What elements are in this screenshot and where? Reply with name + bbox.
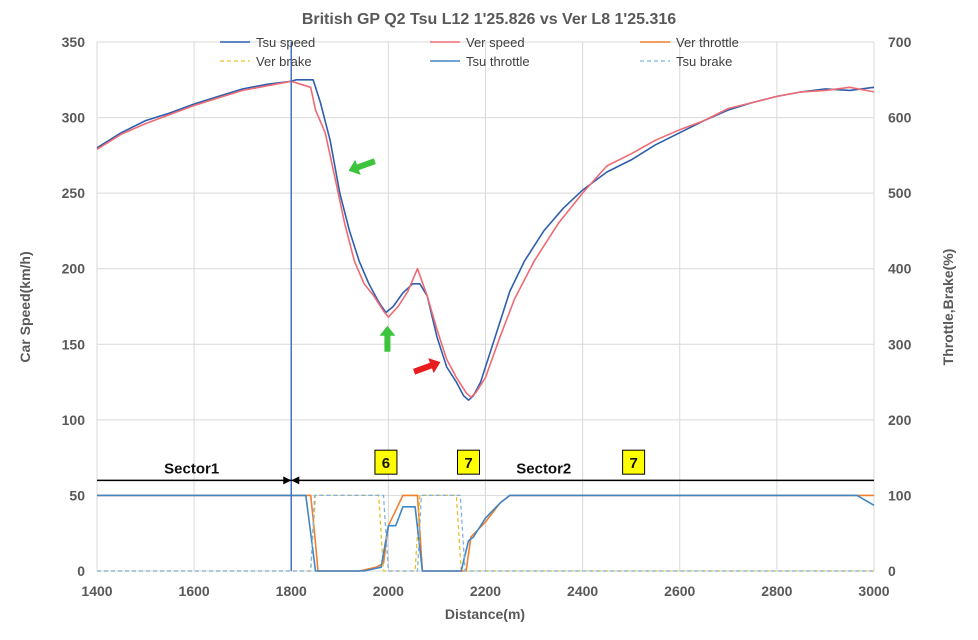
y2-tick-label: 500 xyxy=(888,185,912,201)
x-tick-label: 2800 xyxy=(761,583,792,599)
x-tick-label: 1600 xyxy=(179,583,210,599)
sector2-label: Sector2 xyxy=(516,460,571,477)
y-tick-label: 200 xyxy=(62,261,86,277)
turn-label-box xyxy=(622,449,646,475)
y2-tick-label: 100 xyxy=(888,487,912,503)
y-tick-label: 100 xyxy=(62,412,86,428)
y-tick-label: 350 xyxy=(62,34,86,50)
turn-label-box xyxy=(457,449,481,475)
axes: 1400 1600 1800 2000 2200 2400 2600 2800 30000501… xyxy=(62,34,912,599)
chart-title: British GP Q2 Tsu L12 1'25.826 vs Ver L8… xyxy=(302,11,676,28)
y2-tick-label: 300 xyxy=(888,336,912,352)
series-lines xyxy=(96,79,875,572)
legend-label: Ver speed xyxy=(466,35,525,50)
x-axis-label: Distance(m) xyxy=(445,606,525,622)
x-tick-label: 2200 xyxy=(470,583,501,599)
turn-label: 7 xyxy=(629,455,637,472)
arrow-marker xyxy=(379,325,396,352)
y2-tick-label: 0 xyxy=(888,563,896,579)
legend-label: Tsu speed xyxy=(256,35,315,50)
y-tick-label: 50 xyxy=(69,487,85,503)
y-tick-label: 300 xyxy=(62,110,86,126)
y2-tick-label: 600 xyxy=(888,110,912,126)
series-line-tsu-throttle xyxy=(97,494,875,572)
x-tick-label: 3000 xyxy=(858,583,889,599)
y-axis-label: Car Speed(km/h) xyxy=(17,251,33,362)
annotations: Sector1 Sector2 6 7 7 xyxy=(97,42,874,571)
x-tick-label: 1800 xyxy=(276,583,307,599)
arrow-marker xyxy=(348,158,376,175)
sector1-arrowhead xyxy=(283,476,292,485)
y-tick-label: 250 xyxy=(62,185,86,201)
sector1-label: Sector1 xyxy=(164,460,219,477)
gridlines xyxy=(96,41,875,572)
series-line-ver-speed xyxy=(96,80,875,399)
sector2-arrowhead xyxy=(291,476,300,485)
series-line-tsu-speed xyxy=(96,79,875,402)
turn-label: 6 xyxy=(382,455,390,472)
legend: Tsu speed Ver speed Ver throttle Ver brake T… xyxy=(220,35,739,69)
legend-label: Tsu brake xyxy=(676,54,732,69)
x-tick-label: 2000 xyxy=(373,583,404,599)
x-tick-label: 2400 xyxy=(567,583,598,599)
series-line-tsu-brake xyxy=(97,494,874,572)
y2-tick-label: 400 xyxy=(888,261,912,277)
x-tick-label: 1400 xyxy=(81,583,112,599)
turn-label: 7 xyxy=(464,455,472,472)
turn-label-box xyxy=(374,449,398,475)
legend-label: Ver brake xyxy=(256,54,312,69)
x-tick-label: 2600 xyxy=(664,583,695,599)
legend-label: Ver throttle xyxy=(676,35,739,50)
arrow-marker xyxy=(413,358,441,375)
y2-tick-label: 700 xyxy=(888,34,912,50)
legend-label: Tsu throttle xyxy=(466,54,530,69)
y-tick-label: 150 xyxy=(62,336,86,352)
y2-axis-label: Throttle,Brake(%) xyxy=(940,249,956,366)
y2-tick-label: 200 xyxy=(888,412,912,428)
y-tick-label: 0 xyxy=(77,563,85,579)
